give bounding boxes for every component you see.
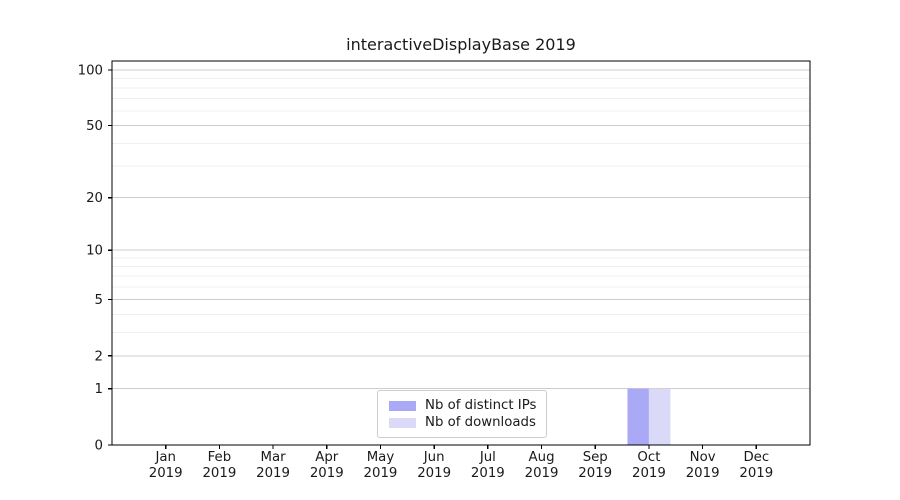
x-tick-label-year: 2019 [417, 466, 451, 481]
legend-label-distinct-ips: Nb of distinct IPs [425, 398, 537, 413]
x-tick-label-year: 2019 [256, 466, 290, 481]
legend-item-downloads: Nb of downloads [389, 415, 536, 430]
bar-downloads-oct [648, 388, 671, 445]
y-tick-label: 5 [95, 293, 103, 308]
x-tick-label-year: 2019 [686, 466, 720, 481]
y-tick-label: 20 [86, 191, 103, 206]
bar-distinct-ips-oct [627, 388, 649, 445]
y-tick-label: 100 [78, 64, 103, 79]
axes-spines [111, 60, 811, 446]
x-tick-label-month: Mar [261, 450, 287, 465]
y-tick-label: 10 [86, 244, 103, 259]
x-tick-label-year: 2019 [202, 466, 236, 481]
legend-swatch-distinct-ips [389, 400, 416, 411]
x-tick-label-year: 2019 [739, 466, 773, 481]
y-tick-label: 2 [95, 349, 103, 364]
x-tick-label-year: 2019 [471, 466, 505, 481]
x-tick-label-month: May [367, 450, 395, 465]
y-tick-label: 0 [95, 439, 103, 454]
x-tick-label-month: Aug [529, 450, 555, 465]
y-tick-label: 1 [95, 382, 103, 397]
x-tick-label-month: Dec [743, 450, 769, 465]
x-tick-label-month: Nov [690, 450, 716, 465]
x-tick-label-month: Jul [479, 450, 496, 465]
x-tick-label-month: Oct [637, 450, 660, 465]
legend: Nb of distinct IPs Nb of downloads [377, 390, 547, 438]
x-tick-label-year: 2019 [632, 466, 666, 481]
x-tick-label-month: Jun [423, 450, 445, 465]
y-tick-label: 50 [86, 119, 103, 134]
x-tick-label-month: Sep [583, 450, 608, 465]
x-tick-label-month: Apr [315, 450, 339, 465]
chart-title: interactiveDisplayBase 2019 [346, 35, 576, 54]
x-tick-label-year: 2019 [310, 466, 344, 481]
legend-label-downloads: Nb of downloads [425, 415, 536, 430]
x-tick-label-year: 2019 [364, 466, 398, 481]
x-tick-label-year: 2019 [578, 466, 612, 481]
x-tick-label-month: Feb [208, 450, 232, 465]
legend-item-distinct-ips: Nb of distinct IPs [389, 398, 536, 413]
x-tick-label-month: Jan [154, 450, 176, 465]
legend-swatch-downloads [389, 417, 416, 428]
x-tick-label-year: 2019 [525, 466, 559, 481]
x-tick-label-year: 2019 [149, 466, 183, 481]
